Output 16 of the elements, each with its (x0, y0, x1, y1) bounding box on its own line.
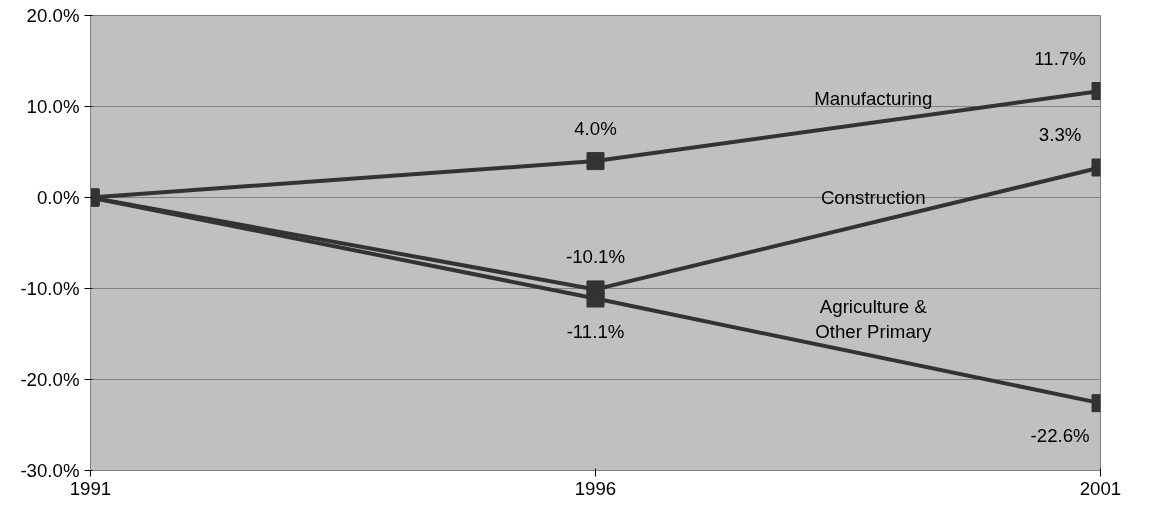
series-label: Construction (820, 187, 926, 209)
y-tick-label: 0.0% (36, 187, 80, 208)
series-label: Manufacturing (814, 87, 933, 109)
y-tick-label: -10.0% (20, 278, 80, 299)
y-tick-label: -20.0% (20, 369, 80, 390)
data-label: -22.6% (1030, 425, 1090, 447)
data-label: 11.7% (1034, 48, 1086, 70)
data-label: 4.0% (574, 118, 617, 140)
data-label: -11.1% (566, 320, 625, 342)
data-label: -10.1% (565, 246, 626, 268)
series-label: Agriculture & Other Primary (815, 295, 932, 343)
data-label: 3.3% (1038, 124, 1082, 146)
x-tick-label: 1996 (574, 477, 617, 499)
y-tick-label: 20.0% (26, 5, 80, 26)
x-tick-label: 2001 (1079, 477, 1122, 499)
y-tick-label: 10.0% (26, 96, 80, 117)
